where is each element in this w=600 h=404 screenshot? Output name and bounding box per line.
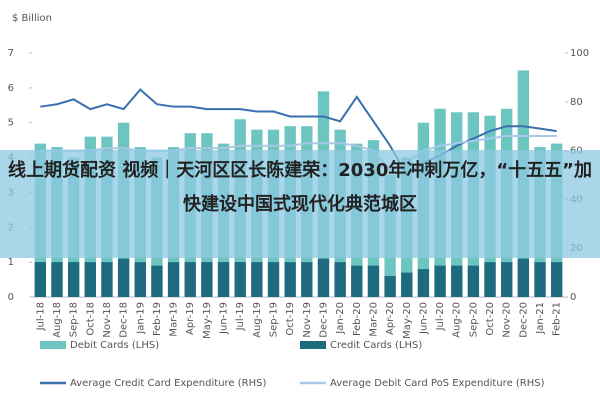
y-axis-label: $ Billion (12, 13, 52, 24)
y2-tick-label: 100 (570, 48, 589, 59)
line (40, 134, 557, 172)
bar (251, 262, 263, 297)
bar (551, 262, 563, 297)
x-tick-label: Jul-20 (435, 302, 446, 331)
x-tick-label: Jan-20 (335, 302, 346, 335)
x-tick-label: Oct-19 (285, 302, 296, 336)
bar (151, 265, 163, 297)
x-tick-label: Feb-20 (352, 302, 363, 336)
y2-tick-label: 80 (570, 97, 583, 108)
x-tick-label: Dec-20 (518, 302, 529, 338)
x-tick-label: Dec-18 (119, 302, 130, 338)
x-tick-label: Nov-18 (102, 302, 113, 338)
bar (351, 265, 363, 297)
bar (167, 262, 180, 297)
bar (217, 262, 230, 297)
overlay-banner: 线上期货配资 视频｜天河区区长陈建荣：2030年冲刺万亿，“十五五”加快建设中国… (0, 150, 600, 258)
line (40, 88, 557, 177)
x-tick-label: Jun-20 (418, 302, 429, 335)
legend-swatch (300, 341, 326, 349)
legend-label: Debit Cards (LHS) (70, 340, 159, 351)
bar (84, 262, 96, 297)
x-tick-label: May-20 (402, 302, 413, 339)
x-tick-label: Jan-19 (135, 302, 146, 335)
y-tick-label: 5 (8, 118, 14, 129)
x-tick-label: Dec-19 (318, 302, 329, 338)
bar (201, 262, 213, 297)
bar (184, 262, 196, 297)
y2-tick-label: 0 (570, 292, 576, 303)
x-tick-label: Aug-19 (252, 302, 263, 338)
bar (417, 269, 430, 297)
y-tick-label: 0 (8, 292, 14, 303)
x-tick-label: Jun-19 (219, 302, 230, 335)
legend-label: Average Credit Card Expenditure (RHS) (70, 378, 266, 389)
bar (267, 262, 280, 297)
bar (401, 272, 413, 297)
x-tick-label: Apr-19 (185, 302, 196, 335)
bar (301, 262, 313, 297)
bar (434, 265, 446, 297)
x-tick-label: Sep-18 (69, 302, 80, 337)
bar (317, 258, 330, 297)
bar (134, 262, 146, 297)
bar (384, 276, 396, 297)
legend-label: Average Debit Card PoS Expenditure (RHS) (330, 378, 545, 389)
bar (284, 262, 296, 297)
x-tick-label: Oct-18 (85, 302, 96, 336)
bar (117, 258, 130, 297)
bar (34, 262, 46, 297)
y-tick-label: 7 (8, 48, 14, 59)
bar (467, 265, 480, 297)
bar (51, 262, 63, 297)
legend-label: Credit Cards (LHS) (330, 340, 422, 351)
x-tick-label: Sep-20 (468, 302, 479, 337)
x-tick-label: Mar-20 (368, 302, 379, 337)
x-tick-label: May-19 (202, 302, 213, 339)
x-tick-label: Oct-20 (485, 302, 496, 336)
bar (367, 265, 380, 297)
x-tick-label: Nov-19 (302, 302, 313, 338)
x-tick-label: Jan-21 (535, 302, 546, 335)
bar (334, 262, 346, 297)
x-tick-label: Feb-19 (152, 302, 163, 336)
y-tick-label: 1 (8, 257, 14, 268)
x-tick-label: Feb-21 (552, 302, 563, 336)
x-tick-label: Aug-18 (52, 302, 63, 338)
bar (501, 262, 513, 297)
bar (101, 262, 113, 297)
x-tick-label: Jul-19 (235, 302, 246, 331)
x-tick-label: Jul-18 (35, 302, 46, 331)
bar (517, 258, 530, 297)
x-tick-label: Apr-20 (385, 302, 396, 335)
x-tick-label: Aug-20 (452, 302, 463, 338)
x-tick-label: Mar-19 (169, 302, 180, 337)
legend-swatch (40, 341, 66, 349)
bar (234, 262, 246, 297)
x-tick-label: Nov-20 (502, 302, 513, 338)
bar (534, 262, 546, 297)
bar (67, 262, 80, 297)
bar (484, 262, 496, 297)
y-tick-label: 6 (8, 83, 14, 94)
bar (451, 265, 463, 297)
x-tick-label: Sep-19 (269, 302, 280, 337)
